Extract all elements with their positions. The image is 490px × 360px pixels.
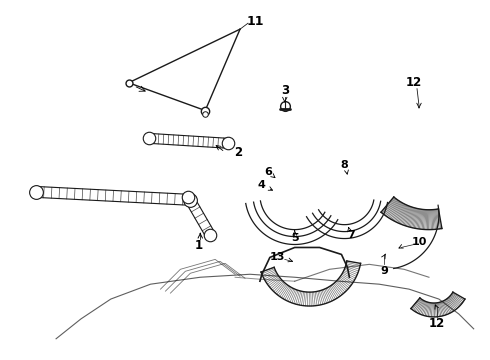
Text: 9: 9 (380, 266, 388, 276)
Text: 5: 5 (291, 233, 298, 243)
Text: 12: 12 (406, 76, 422, 89)
Text: 2: 2 (234, 146, 242, 159)
Text: 7: 7 (347, 230, 355, 239)
Text: 13: 13 (270, 252, 286, 262)
Text: 6: 6 (264, 167, 272, 177)
Text: 11: 11 (246, 15, 264, 28)
Text: 8: 8 (341, 160, 348, 170)
Text: 4: 4 (258, 180, 266, 190)
Text: 3: 3 (281, 84, 289, 97)
Text: 1: 1 (194, 239, 202, 252)
Text: 10: 10 (411, 237, 427, 247)
Text: 12: 12 (429, 318, 445, 330)
